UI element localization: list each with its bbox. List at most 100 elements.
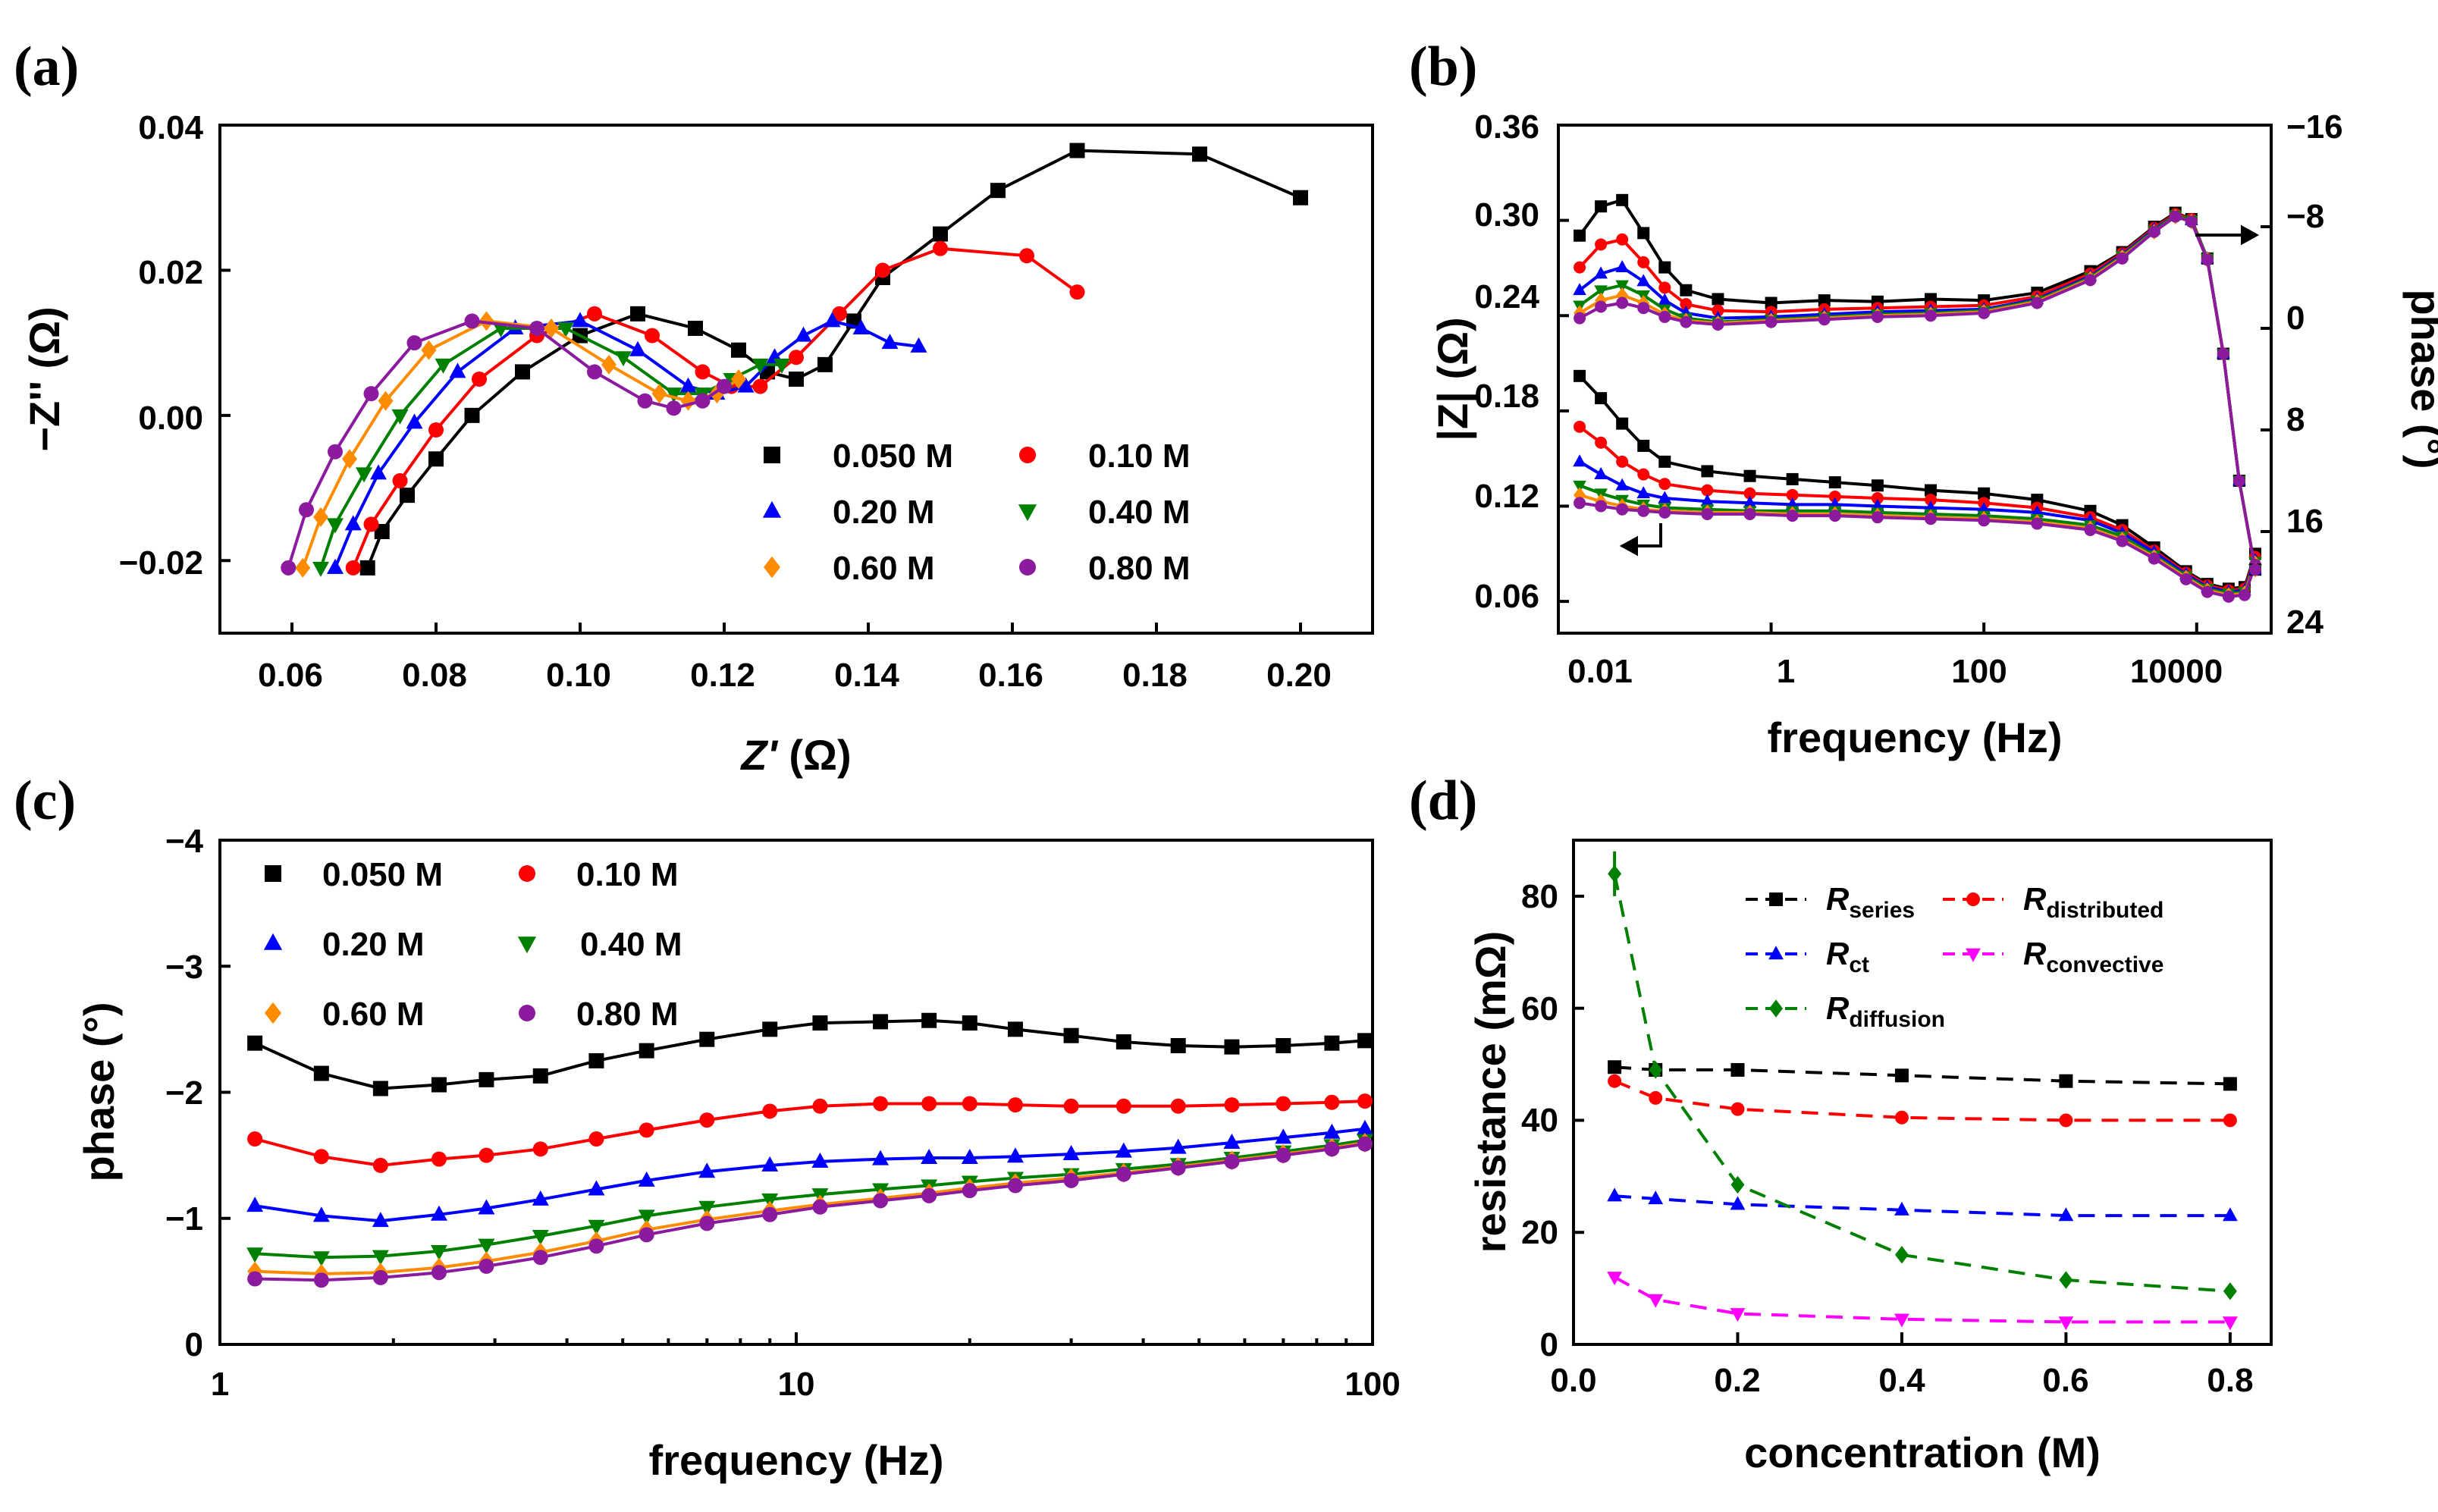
a-ytick-2: 0.02 — [138, 254, 203, 291]
b-phase-point — [1712, 318, 1724, 331]
b-phase-point — [1680, 284, 1693, 296]
b-magnitude-point — [1658, 455, 1671, 468]
b-magnitude-point — [1700, 494, 1715, 507]
d-point — [2058, 1316, 2074, 1331]
b-phase-point — [1594, 285, 1608, 298]
b-magnitude-point — [1574, 420, 1586, 433]
b-magnitude-point — [1828, 510, 1841, 522]
d-point — [1648, 1190, 1664, 1205]
c-legend-marker — [519, 1005, 535, 1021]
d-ylabel: resistance (mΩ) — [1467, 931, 1514, 1253]
c-point — [1063, 1098, 1079, 1114]
b-magnitude-point — [1701, 465, 1714, 478]
b-yrtick-0: 24 — [2286, 604, 2323, 641]
b-phase-point — [1680, 315, 1693, 328]
a-point — [312, 561, 329, 577]
b-xtick-0: 0.01 — [1567, 653, 1633, 690]
c-legend-marker — [265, 865, 281, 882]
d-xtick-0: 0.0 — [1550, 1362, 1596, 1399]
b-magnitude-point — [2031, 517, 2044, 530]
d-legend: Rseries Rdistributed Rct Rconvective Rdi… — [1746, 881, 2163, 1032]
a-point — [615, 351, 632, 367]
b-phase-point — [1595, 300, 1608, 313]
c-point — [1115, 1098, 1131, 1114]
d-point — [2223, 1113, 2237, 1128]
c-xtick-1: 10 — [778, 1366, 815, 1403]
b-magnitude-point — [1743, 507, 1756, 520]
d-legend-0: Rseries — [1826, 881, 1915, 923]
b-xlabel: frequency (Hz) — [1768, 714, 2063, 761]
a-point — [544, 318, 559, 338]
a-point — [688, 321, 703, 336]
c-point — [479, 1258, 494, 1274]
a-point — [1069, 284, 1085, 300]
b-magnitude-point — [1637, 439, 1650, 452]
a-point — [832, 306, 847, 322]
b-phase-point — [1573, 283, 1586, 296]
d-point — [1894, 1110, 1909, 1125]
d-point — [1648, 1294, 1664, 1308]
a-xtick-6: 0.18 — [1122, 657, 1188, 694]
d-point — [1894, 1068, 1909, 1083]
a-point — [789, 372, 804, 387]
d-point — [1730, 1196, 1746, 1210]
a-point — [295, 557, 311, 578]
a-legend: 0.050 M 0.10 M 0.20 M 0.40 M 0.60 M 0.80… — [762, 438, 1191, 587]
d-legend-3: Rconvective — [2023, 936, 2163, 977]
a-point — [587, 364, 602, 380]
a-point — [651, 384, 667, 404]
c-point — [873, 1193, 889, 1209]
d-legend-marker — [1966, 948, 1981, 962]
c-point — [1275, 1147, 1291, 1163]
a-point — [1019, 248, 1034, 264]
d-point — [1608, 1060, 1622, 1074]
d-ytick-0: 0 — [1540, 1326, 1558, 1363]
b-magnitude-point — [2238, 588, 2251, 601]
b-magnitude-point — [1743, 469, 1756, 482]
c-point — [1224, 1153, 1240, 1169]
a-legend-marker — [1019, 559, 1036, 576]
b-magnitude-point — [1574, 497, 1586, 510]
d-point — [1607, 1272, 1623, 1286]
b-magnitude-point — [1701, 507, 1714, 520]
b-phase-point — [2185, 215, 2198, 228]
a-point — [281, 560, 297, 576]
c-fit-line — [254, 1138, 1366, 1259]
b-arrow-right-axis — [2195, 224, 2260, 246]
d-legend-marker — [1966, 892, 1980, 906]
b-yltick-1: 0.12 — [1474, 478, 1539, 515]
a-point — [933, 240, 948, 256]
b-phase-point — [1658, 310, 1671, 323]
c-point — [812, 1015, 828, 1031]
a-point — [731, 369, 746, 389]
b-magnitude-point — [1573, 480, 1586, 493]
b-phase-point — [1637, 256, 1650, 268]
a-point — [342, 449, 357, 469]
b-phase-point — [1818, 313, 1831, 326]
a-point — [400, 488, 415, 503]
c-point — [698, 1162, 716, 1178]
c-point — [962, 1015, 977, 1031]
chart-a: 0.06 0.08 0.10 0.12 0.14 0.16 0.18 0.20 … — [20, 109, 1374, 779]
a-point — [328, 444, 343, 460]
c-point — [1357, 1033, 1373, 1049]
b-magnitude-point — [1637, 468, 1650, 481]
b-yltick-5: 0.36 — [1474, 108, 1539, 146]
a-point — [795, 326, 812, 342]
b-phase-point — [2217, 347, 2229, 360]
a-xtick-3: 0.12 — [690, 657, 755, 694]
a-point — [587, 306, 602, 322]
c-point — [962, 1096, 977, 1112]
b-phase-point — [1616, 296, 1629, 309]
b-phase-point — [1615, 260, 1629, 272]
a-point — [356, 467, 372, 483]
c-point — [699, 1112, 715, 1128]
b-phase-point — [1712, 293, 1724, 306]
c-point — [1115, 1166, 1131, 1182]
c-legend-3: 0.40 M — [580, 926, 682, 963]
d-point — [1730, 1308, 1746, 1322]
b-magnitude-point — [1595, 436, 1608, 449]
c-xlabel: frequency (Hz) — [649, 1436, 944, 1484]
a-point — [392, 473, 408, 488]
c-point — [247, 1131, 263, 1147]
